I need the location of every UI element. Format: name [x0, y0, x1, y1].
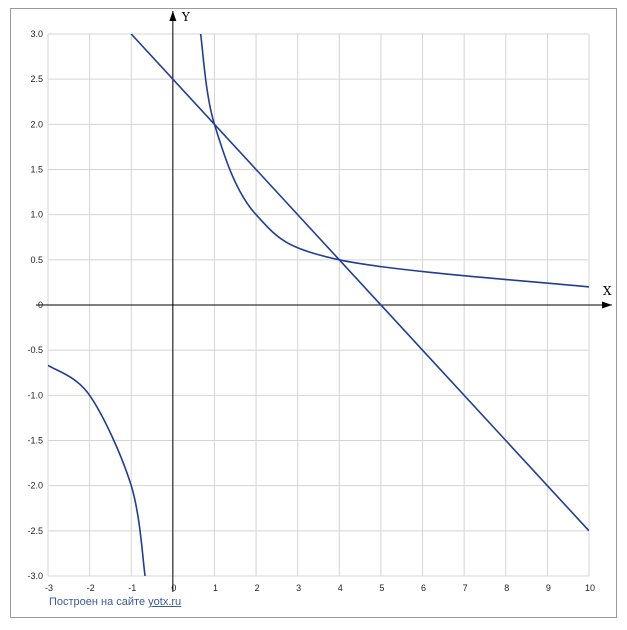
x-tick-label: -1 [128, 583, 136, 593]
x-tick-label: 3 [296, 583, 301, 593]
x-tick-label: 6 [421, 583, 426, 593]
x-axis-label: X [603, 284, 612, 298]
series-line-1 [199, 34, 589, 288]
x-tick-label: 1 [213, 583, 218, 593]
y-tick-label: 0 [38, 300, 43, 310]
chart-frame [10, 8, 617, 618]
credit-text: Построен на сайте yotx.ru [49, 596, 181, 608]
series-line-2 [48, 364, 146, 576]
x-tick-label: 5 [379, 583, 384, 593]
series-line-0 [130, 34, 589, 532]
y-tick-label: 0.5 [30, 255, 43, 265]
y-tick-label: 1.0 [30, 210, 43, 220]
x-tick-label: 4 [338, 583, 343, 593]
y-tick-label: -1.0 [27, 390, 43, 400]
y-tick-label: 2.5 [30, 74, 43, 84]
y-tick-label: -1.5 [27, 436, 43, 446]
x-tick-label: 9 [546, 583, 551, 593]
y-axis-label: Y [181, 10, 191, 24]
x-tick-label: 7 [463, 583, 468, 593]
x-tick-label: -2 [87, 583, 95, 593]
y-tick-label: -2.5 [27, 526, 43, 536]
credit-prefix: Построен на сайте [49, 596, 149, 608]
y-tick-label: -0.5 [27, 345, 43, 355]
y-tick-label: 3.0 [30, 29, 43, 39]
x-tick-label: 0 [171, 583, 176, 593]
x-axis-arrow-icon [602, 301, 612, 309]
credit-link[interactable]: yotx.ru [148, 596, 182, 608]
y-tick-label: 1.5 [30, 165, 43, 175]
x-tick-label: 2 [255, 583, 260, 593]
x-tick-label: -3 [45, 583, 53, 593]
x-tick-label: 8 [504, 583, 509, 593]
y-tick-label: -2.0 [27, 481, 43, 491]
x-tick-label: 10 [585, 583, 595, 593]
y-tick-label: -3.0 [27, 571, 43, 581]
y-axis-arrow-icon [169, 11, 177, 21]
y-tick-label: 2.0 [30, 119, 43, 129]
